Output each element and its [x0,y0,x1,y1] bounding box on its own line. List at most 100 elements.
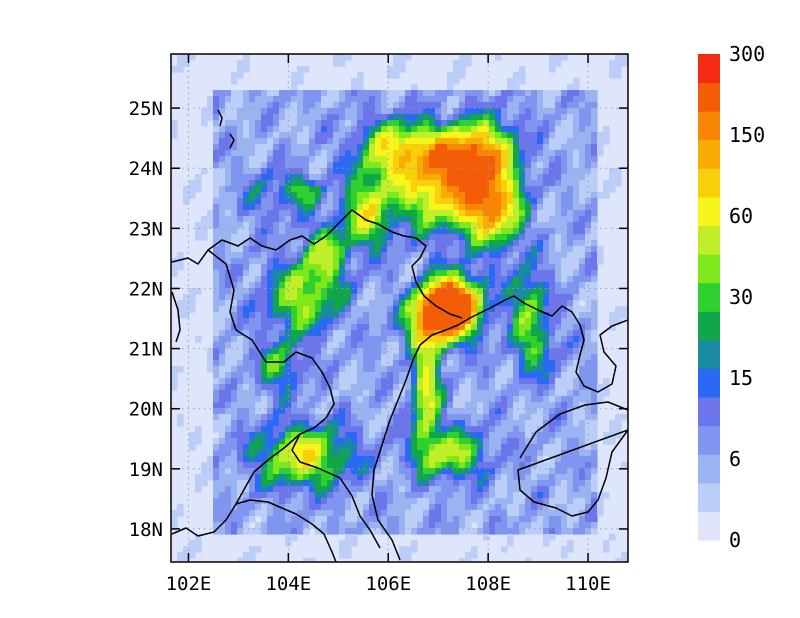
precip-cell [393,456,400,463]
precip-cell [453,342,460,349]
precip-cell [543,300,550,307]
precip-cell [261,198,274,205]
precip-cell [333,168,352,175]
precip-cell [381,96,388,103]
precip-cell [423,114,430,121]
precip-cell [459,120,478,127]
precip-cell [231,174,256,181]
precip-cell [489,240,508,247]
precip-cell [489,114,496,121]
precip-cell [603,186,616,193]
precip-cell [495,450,502,457]
precip-cell [279,282,286,289]
precip-cell [441,420,454,427]
precip-cell [573,192,580,199]
precip-cell [459,444,472,451]
precip-cell [291,210,298,217]
precip-cell [525,312,532,319]
precip-cell [453,198,460,205]
precip-cell [555,414,562,421]
precip-cell [483,108,496,115]
precip-cell [573,222,586,229]
precip-cell [549,156,556,163]
precip-cell [513,468,532,475]
precip-cell [483,438,490,445]
precip-cell [381,432,388,439]
x-axis: 102E 104E 106E 108E 110E [166,54,611,595]
precip-cell [513,360,520,367]
precip-cell [555,528,562,535]
precip-cell [537,486,550,493]
precip-cell [549,288,556,295]
precip-cell [339,186,346,193]
precip-cell [615,558,628,562]
colorbar-swatch [698,511,720,541]
precip-cell [447,180,490,187]
precip-cell [543,96,556,103]
precip-cell [279,216,286,223]
precip-cell [471,510,484,517]
precip-cell [333,156,340,163]
precip-cell [363,162,382,169]
precip-cell [423,324,460,331]
precip-cell [375,216,382,223]
precip-cell [297,528,304,535]
precip-cell [171,366,184,373]
precip-cell [399,192,406,199]
precip-cell [597,384,610,391]
precip-cell [471,444,478,451]
precip-cell [261,162,268,169]
precip-cell [495,264,502,271]
precip-cell [213,414,220,421]
precip-cell [393,354,400,361]
precip-cell [261,354,268,361]
precip-cell [417,294,424,301]
precip-cell [579,120,592,127]
precip-cell [363,480,370,487]
precip-cell [567,162,574,169]
precip-cell [213,330,220,337]
precip-cell [555,204,562,211]
precip-cell [369,468,376,475]
precip-cell [519,330,526,337]
precip-cell [525,432,532,439]
precip-cell [231,90,244,97]
colorbar-swatch [698,168,720,198]
precip-cell [267,402,274,409]
precip-cell [255,222,262,229]
precip-cell [555,468,568,475]
precip-cell [483,516,490,523]
precip-cell [561,258,580,265]
precip-cell [417,480,430,487]
precip-cell [243,492,250,499]
y-tick-label: 22N [129,278,163,300]
precip-cell [369,144,376,151]
precip-cell [417,276,424,283]
precip-cell [423,288,430,295]
precip-cell [243,162,250,169]
precip-cell [591,132,598,139]
x-tick-label: 110E [565,573,611,595]
precip-cell [315,462,322,469]
precip-cell [339,450,352,457]
precip-cell [585,258,598,265]
precip-cell [549,354,568,361]
precip-cell [345,90,352,97]
precip-cell [549,138,568,145]
precip-cell [459,528,478,535]
precip-cell [297,138,310,145]
precip-cell [441,438,448,445]
precip-cell [561,114,568,121]
precip-cell [417,372,424,379]
precip-cell [537,474,550,481]
precip-cell [327,462,346,469]
precip-cell [249,516,256,523]
precip-cell [405,390,412,397]
precip-cell [255,192,262,199]
precip-cell [585,246,592,253]
precip-cell [387,342,400,349]
precip-cell [417,186,436,193]
precip-cell [543,414,550,421]
precip-cell [429,258,448,265]
precip-cell [351,264,358,271]
